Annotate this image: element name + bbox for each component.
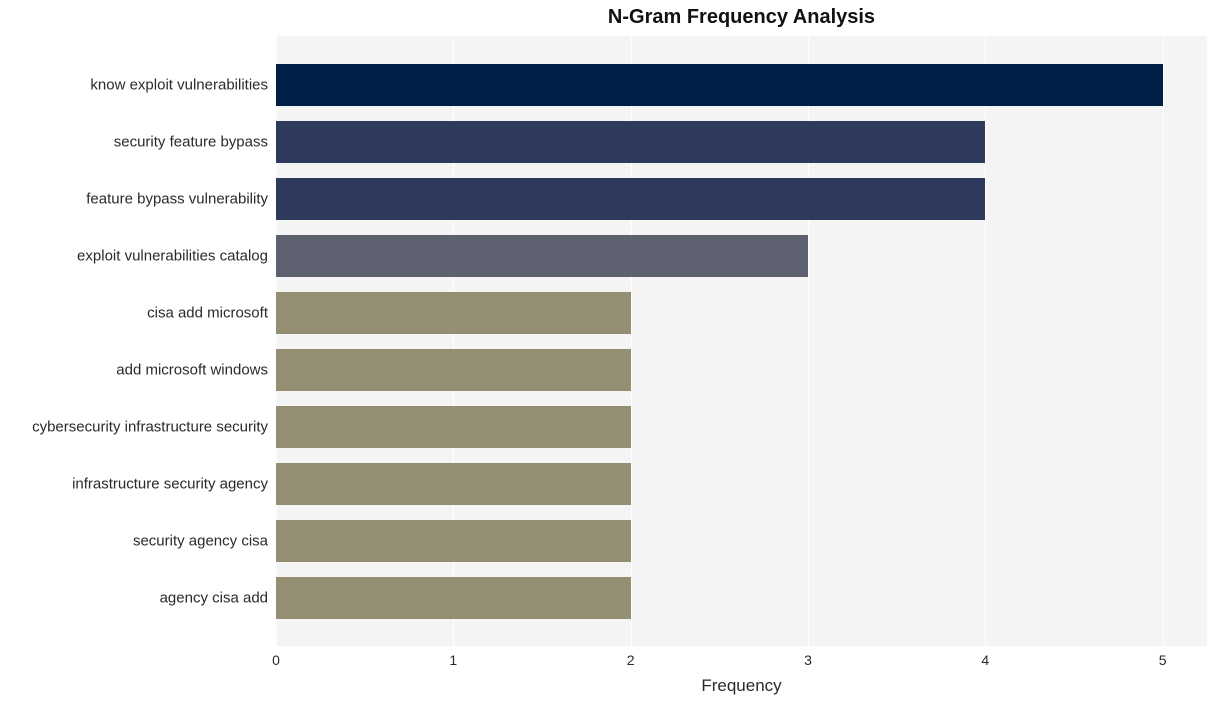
bar xyxy=(276,292,631,334)
bar xyxy=(276,178,985,220)
y-tick-label: agency cisa add xyxy=(160,589,276,606)
y-tick-label: infrastructure security agency xyxy=(72,475,276,492)
y-tick-label: exploit vulnerabilities catalog xyxy=(77,247,276,264)
bar xyxy=(276,463,631,505)
x-axis-title: Frequency xyxy=(276,646,1207,696)
bar xyxy=(276,406,631,448)
bar xyxy=(276,349,631,391)
plot-area: know exploit vulnerabilitiessecurity fea… xyxy=(276,36,1207,646)
chart-title: N-Gram Frequency Analysis xyxy=(276,6,1207,29)
grid-vline xyxy=(1163,36,1164,646)
y-tick-label: feature bypass vulnerability xyxy=(86,190,276,207)
y-tick-label: security agency cisa xyxy=(133,532,276,549)
bar xyxy=(276,235,808,277)
ngram-frequency-chart: N-Gram Frequency Analysis know exploit v… xyxy=(0,0,1216,701)
bar xyxy=(276,577,631,619)
y-tick-label: add microsoft windows xyxy=(116,361,276,378)
grid-vline xyxy=(985,36,986,646)
y-tick-label: security feature bypass xyxy=(114,133,276,150)
bar xyxy=(276,520,631,562)
y-tick-label: know exploit vulnerabilities xyxy=(90,76,276,93)
bar xyxy=(276,64,1163,106)
y-tick-label: cisa add microsoft xyxy=(147,304,276,321)
bar xyxy=(276,121,985,163)
y-tick-label: cybersecurity infrastructure security xyxy=(32,418,276,435)
